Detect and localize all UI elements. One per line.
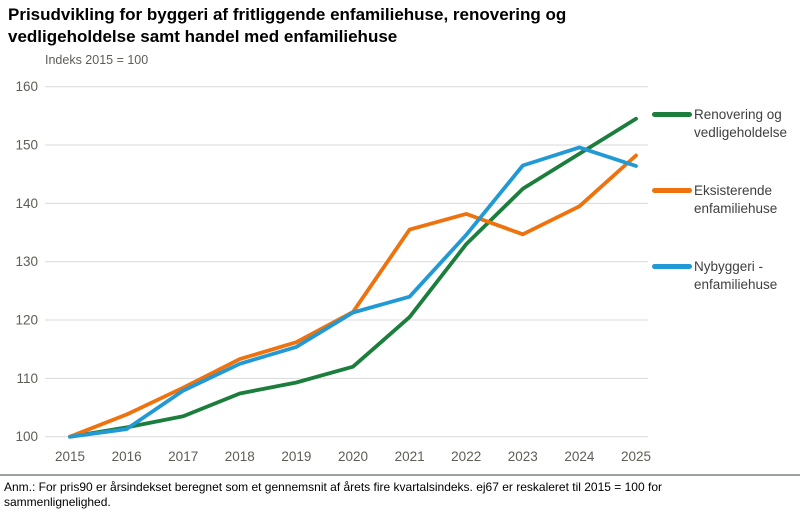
y-axis-tick-label: 120	[15, 313, 38, 328]
y-axis-tick-label: 100	[15, 429, 38, 444]
chart-legend: Renovering og vedligeholdelse Eksisterend…	[652, 106, 798, 334]
y-axis-tick-label: 150	[15, 138, 38, 153]
line-series-nybyggeri-enfamiliehuse	[68, 145, 638, 439]
y-axis-tick-label: 140	[15, 196, 38, 211]
chart-title: Prisudvikling for byggeri af fritliggend…	[8, 5, 567, 46]
legend-line-swatch	[652, 264, 692, 269]
x-axis-tick-label: 2022	[451, 449, 481, 464]
legend-label: Renovering og vedligeholdelse	[694, 107, 788, 140]
legend-label: Eksisterende enfamiliehuse	[694, 183, 778, 216]
x-axis-tick-label: 2021	[395, 449, 425, 464]
legend-line-swatch	[652, 188, 692, 193]
y-axis-tick-label: 110	[16, 371, 38, 386]
x-axis-tick-label: 2017	[168, 449, 198, 464]
x-axis-tick-label: 2020	[338, 449, 368, 464]
y-axis-tick-label: 160	[15, 79, 38, 94]
legend-item: Eksisterende enfamiliehuse	[652, 182, 798, 218]
x-axis-tick-label: 2023	[508, 449, 538, 464]
footer-divider	[0, 474, 800, 476]
x-axis-tick-label: 2024	[564, 449, 595, 464]
x-axis-tick-label: 2015	[55, 449, 85, 464]
x-axis-tick-label: 2019	[281, 449, 311, 464]
footer-note: Anm.: For pris90 er årsindekset beregnet…	[4, 480, 662, 509]
x-axis-tick-label: 2018	[225, 449, 255, 464]
legend-line-swatch	[652, 112, 692, 117]
legend-item: Renovering og vedligeholdelse	[652, 106, 798, 142]
chart-subtitle: Indeks 2015 = 100	[45, 53, 149, 67]
line-series-eksisterende-enfamiliehuse	[68, 153, 638, 439]
x-axis-tick-label: 2016	[112, 449, 142, 464]
y-axis-tick-label: 130	[15, 254, 38, 269]
x-axis-tick-label: 2025	[621, 449, 651, 464]
legend-label: Nybyggeri - enfamiliehuse	[694, 259, 778, 292]
legend-item: Nybyggeri - enfamiliehuse	[652, 258, 798, 294]
line-series-renovering-og-vedligeholdelse	[68, 116, 638, 439]
